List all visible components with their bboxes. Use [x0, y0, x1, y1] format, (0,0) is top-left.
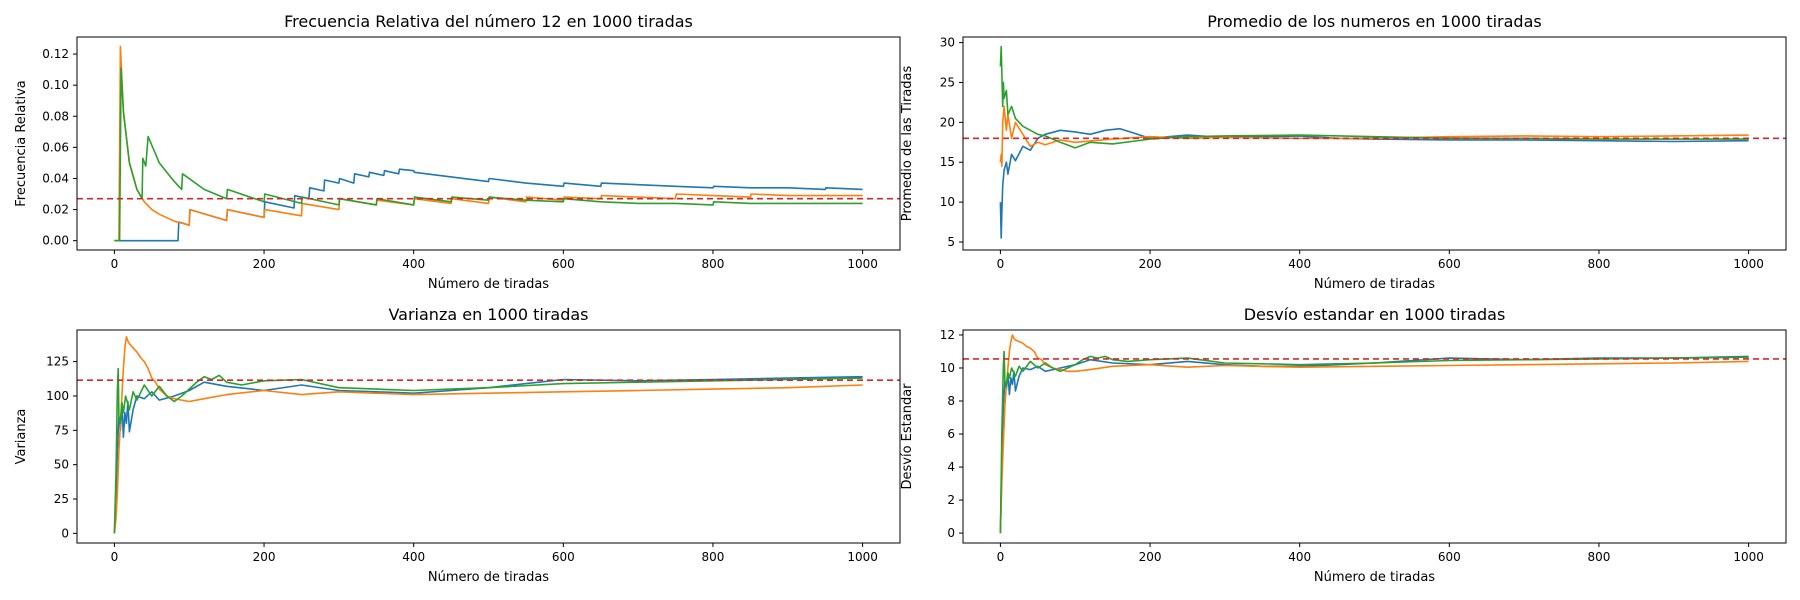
x-tick-label: 400	[402, 550, 425, 564]
y-tick-label: 20	[940, 115, 955, 129]
x-tick-label: 200	[1139, 550, 1162, 564]
y-tick-label: 0.06	[42, 140, 69, 154]
series-line-3	[999, 350, 1749, 534]
x-tick-label: 0	[111, 257, 119, 271]
y-tick-label: 0.08	[42, 109, 69, 123]
y-tick-label: 0.00	[42, 234, 69, 248]
y-axis-label: Frecuencia Relativa	[14, 80, 29, 206]
x-tick-label: 800	[1588, 550, 1611, 564]
y-tick-label: 10	[940, 361, 955, 375]
y-tick-label: 8	[947, 394, 955, 408]
series-line-3	[999, 45, 1749, 149]
series-line-3	[114, 67, 863, 242]
series-line-1	[999, 355, 1749, 534]
subplot-3: 0 200 400 600 800 1000 0 25 50 75 100 125 Varianza e…	[14, 305, 901, 585]
series-line-2	[114, 45, 863, 242]
y-tick-label: 15	[940, 155, 955, 169]
x-tick-label: 400	[1288, 257, 1311, 271]
x-tick-label: 0	[997, 550, 1005, 564]
y-tick-label: 10	[940, 195, 955, 209]
x-tick-label: 600	[552, 257, 575, 271]
x-tick-label: 800	[702, 257, 725, 271]
x-tick-label: 400	[402, 257, 425, 271]
y-tick-label: 100	[46, 389, 69, 403]
chart-title: Desvío estandar en 1000 tiradas	[1244, 305, 1506, 324]
x-tick-label: 600	[1438, 257, 1461, 271]
x-tick-label: 1000	[847, 550, 878, 564]
axes-frame	[962, 329, 1787, 544]
x-tick-label: 800	[702, 550, 725, 564]
chart-title: Promedio de los numeros en 1000 tiradas	[1207, 12, 1541, 31]
y-tick-label: 0.12	[42, 47, 69, 61]
x-tick-label: 800	[1588, 257, 1611, 271]
y-tick-label: 0	[947, 526, 955, 540]
x-tick-label: 200	[253, 550, 276, 564]
y-tick-label: 75	[54, 423, 69, 437]
x-tick-label: 0	[997, 257, 1005, 271]
x-tick-label: 1000	[847, 257, 878, 271]
x-tick-label: 1000	[1733, 257, 1764, 271]
y-tick-label: 0.02	[42, 203, 69, 217]
y-tick-label: 2	[947, 493, 955, 507]
x-tick-label: 200	[253, 257, 276, 271]
series-line-2	[113, 336, 863, 534]
y-tick-label: 6	[947, 427, 955, 441]
x-tick-label: 1000	[1733, 550, 1764, 564]
y-axis-label: Promedio de las Tiradas	[900, 65, 915, 221]
x-axis-label: Número de tiradas	[428, 570, 549, 585]
x-tick-label: 600	[552, 550, 575, 564]
axes-frame	[76, 329, 901, 544]
y-tick-label: 50	[54, 458, 69, 472]
series-line-1	[999, 127, 1749, 239]
axes-frame	[962, 36, 1787, 251]
x-axis-label: Número de tiradas	[1314, 570, 1435, 585]
series-line-1	[113, 375, 863, 534]
x-axis-label: Número de tiradas	[428, 277, 549, 292]
subplot-2: 0 200 400 600 800 1000 5 10 15 20 25 30 Promedio de …	[900, 12, 1787, 292]
series-line-1	[114, 168, 863, 242]
series-line-3	[113, 367, 863, 534]
y-axis-label: Varianza	[14, 409, 29, 465]
y-tick-label: 25	[940, 75, 955, 89]
x-tick-label: 400	[1288, 550, 1311, 564]
y-tick-label: 4	[947, 460, 955, 474]
axes-frame	[76, 36, 901, 251]
y-tick-label: 0	[61, 526, 69, 540]
subplot-1: 0 200 400 600 800 1000 0.00 0.02 0.04 0.06 0.08 0.1…	[14, 12, 901, 292]
x-tick-label: 0	[111, 550, 119, 564]
y-tick-label: 0.10	[42, 78, 69, 92]
y-tick-label: 5	[947, 235, 955, 249]
y-tick-label: 25	[54, 492, 69, 506]
chart-title: Varianza en 1000 tiradas	[388, 305, 588, 324]
y-tick-label: 125	[46, 355, 69, 369]
series-line-2	[999, 334, 1749, 534]
y-tick-label: 30	[940, 36, 955, 50]
subplot-4: 0 200 400 600 800 1000 0 2 4 6 8 10 12 Desvío estanda…	[900, 305, 1787, 585]
y-axis-label: Desvío Estandar	[900, 383, 915, 490]
x-tick-label: 200	[1139, 257, 1162, 271]
y-tick-label: 0.04	[42, 171, 69, 185]
series-line-2	[999, 105, 1749, 167]
chart-title: Frecuencia Relativa del número 12 en 100…	[284, 12, 693, 31]
x-tick-label: 600	[1438, 550, 1461, 564]
x-axis-label: Número de tiradas	[1314, 277, 1435, 292]
y-tick-label: 12	[940, 328, 955, 342]
